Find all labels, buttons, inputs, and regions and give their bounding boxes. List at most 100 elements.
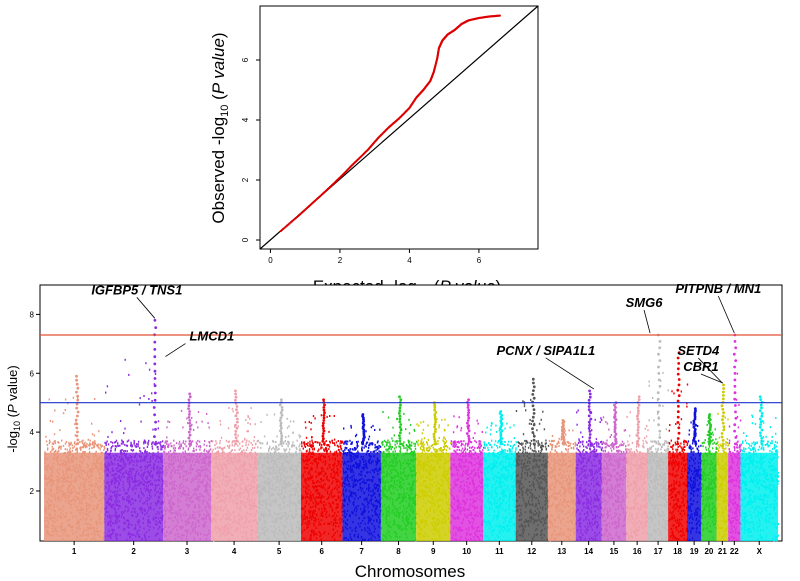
snp-point xyxy=(278,447,280,450)
snp-point xyxy=(106,385,109,388)
snp-point xyxy=(340,440,342,443)
snp-point xyxy=(319,441,321,444)
snp-point xyxy=(86,442,88,445)
snp-point xyxy=(182,426,184,429)
snp-peak-point xyxy=(234,398,237,402)
snp-point xyxy=(311,448,314,451)
snp-peak-point xyxy=(75,382,79,386)
snp-point xyxy=(53,450,55,453)
snp-point xyxy=(237,444,239,447)
snp-point xyxy=(148,368,151,371)
snp-point xyxy=(329,415,331,417)
snp-point xyxy=(216,446,219,449)
snp-point xyxy=(168,421,171,423)
snp-point xyxy=(289,448,291,451)
snp-point xyxy=(133,441,135,444)
snp-peak-point xyxy=(153,340,157,344)
snp-point xyxy=(93,444,95,447)
snp-point xyxy=(117,442,119,445)
snp-point xyxy=(217,451,220,454)
snp-point xyxy=(335,441,338,444)
snp-point xyxy=(160,444,162,447)
snp-point xyxy=(198,440,201,443)
snp-point xyxy=(173,444,175,447)
snp-peak-point xyxy=(234,389,237,393)
snp-point xyxy=(136,443,138,446)
snp-point xyxy=(239,447,242,450)
snp-point xyxy=(311,436,313,439)
snp-point xyxy=(367,449,369,452)
snp-point xyxy=(210,440,212,443)
snp-point xyxy=(299,449,301,452)
snp-point xyxy=(100,443,102,446)
snp-peak-point xyxy=(234,442,238,446)
snp-point xyxy=(368,444,371,447)
snp-point xyxy=(246,446,249,449)
snp-point xyxy=(241,445,244,448)
snp-point xyxy=(221,451,224,454)
snp-peak-point xyxy=(75,402,79,406)
snp-peak-point xyxy=(280,434,284,438)
snp-point xyxy=(143,442,145,445)
snp-point xyxy=(89,439,91,442)
snp-point xyxy=(105,450,107,453)
snp-point xyxy=(312,415,315,418)
snp-point xyxy=(106,449,109,452)
snp-point xyxy=(123,432,125,435)
snp-point xyxy=(288,425,290,428)
snp-peak-point xyxy=(280,413,284,417)
snp-peak-point xyxy=(234,436,238,440)
snp-point xyxy=(104,447,106,450)
snp-point xyxy=(184,450,186,453)
snp-peak-point xyxy=(322,406,326,409)
snp-point xyxy=(308,421,310,423)
snp-point xyxy=(339,442,341,445)
snp-point xyxy=(373,450,375,453)
snp-point xyxy=(277,448,279,451)
snp-point xyxy=(349,448,351,450)
snp-point xyxy=(305,436,308,439)
snp-point xyxy=(298,445,300,448)
snp-point xyxy=(357,440,359,443)
snp-point xyxy=(158,441,160,444)
snp-point xyxy=(361,447,363,450)
snp-point xyxy=(378,447,380,450)
snp-point xyxy=(369,442,371,445)
snp-point xyxy=(54,409,56,412)
snp-point xyxy=(81,446,83,449)
chromosome-2-band xyxy=(104,452,164,541)
snp-point xyxy=(230,450,233,453)
snp-point xyxy=(228,440,230,443)
snp-point xyxy=(72,396,75,399)
chromosome-2-points xyxy=(104,318,165,542)
snp-point xyxy=(276,446,278,449)
snp-point xyxy=(115,441,117,443)
snp-peak-point xyxy=(76,430,79,434)
snp-peak-point xyxy=(153,384,157,388)
snp-peak-point xyxy=(322,426,325,430)
snp-point xyxy=(124,358,126,361)
snp-point xyxy=(124,427,126,430)
snp-point xyxy=(370,442,372,445)
snp-point xyxy=(98,430,100,433)
snp-peak-point xyxy=(188,442,192,446)
snp-peak-point xyxy=(234,423,237,427)
snp-point xyxy=(86,445,88,448)
snp-point xyxy=(219,442,221,445)
snp-peak-point xyxy=(235,408,238,411)
snp-point xyxy=(328,430,330,433)
snp-point xyxy=(114,447,117,450)
snp-peak-point xyxy=(76,386,80,390)
snp-point xyxy=(110,441,112,443)
snp-point xyxy=(99,448,101,451)
snp-point xyxy=(128,373,130,376)
snp-point xyxy=(95,450,97,453)
snp-point xyxy=(69,443,71,446)
snp-point xyxy=(370,426,373,429)
snp-point xyxy=(247,415,249,417)
snp-point xyxy=(338,450,341,453)
snp-point xyxy=(317,441,319,444)
snp-point xyxy=(304,446,307,448)
